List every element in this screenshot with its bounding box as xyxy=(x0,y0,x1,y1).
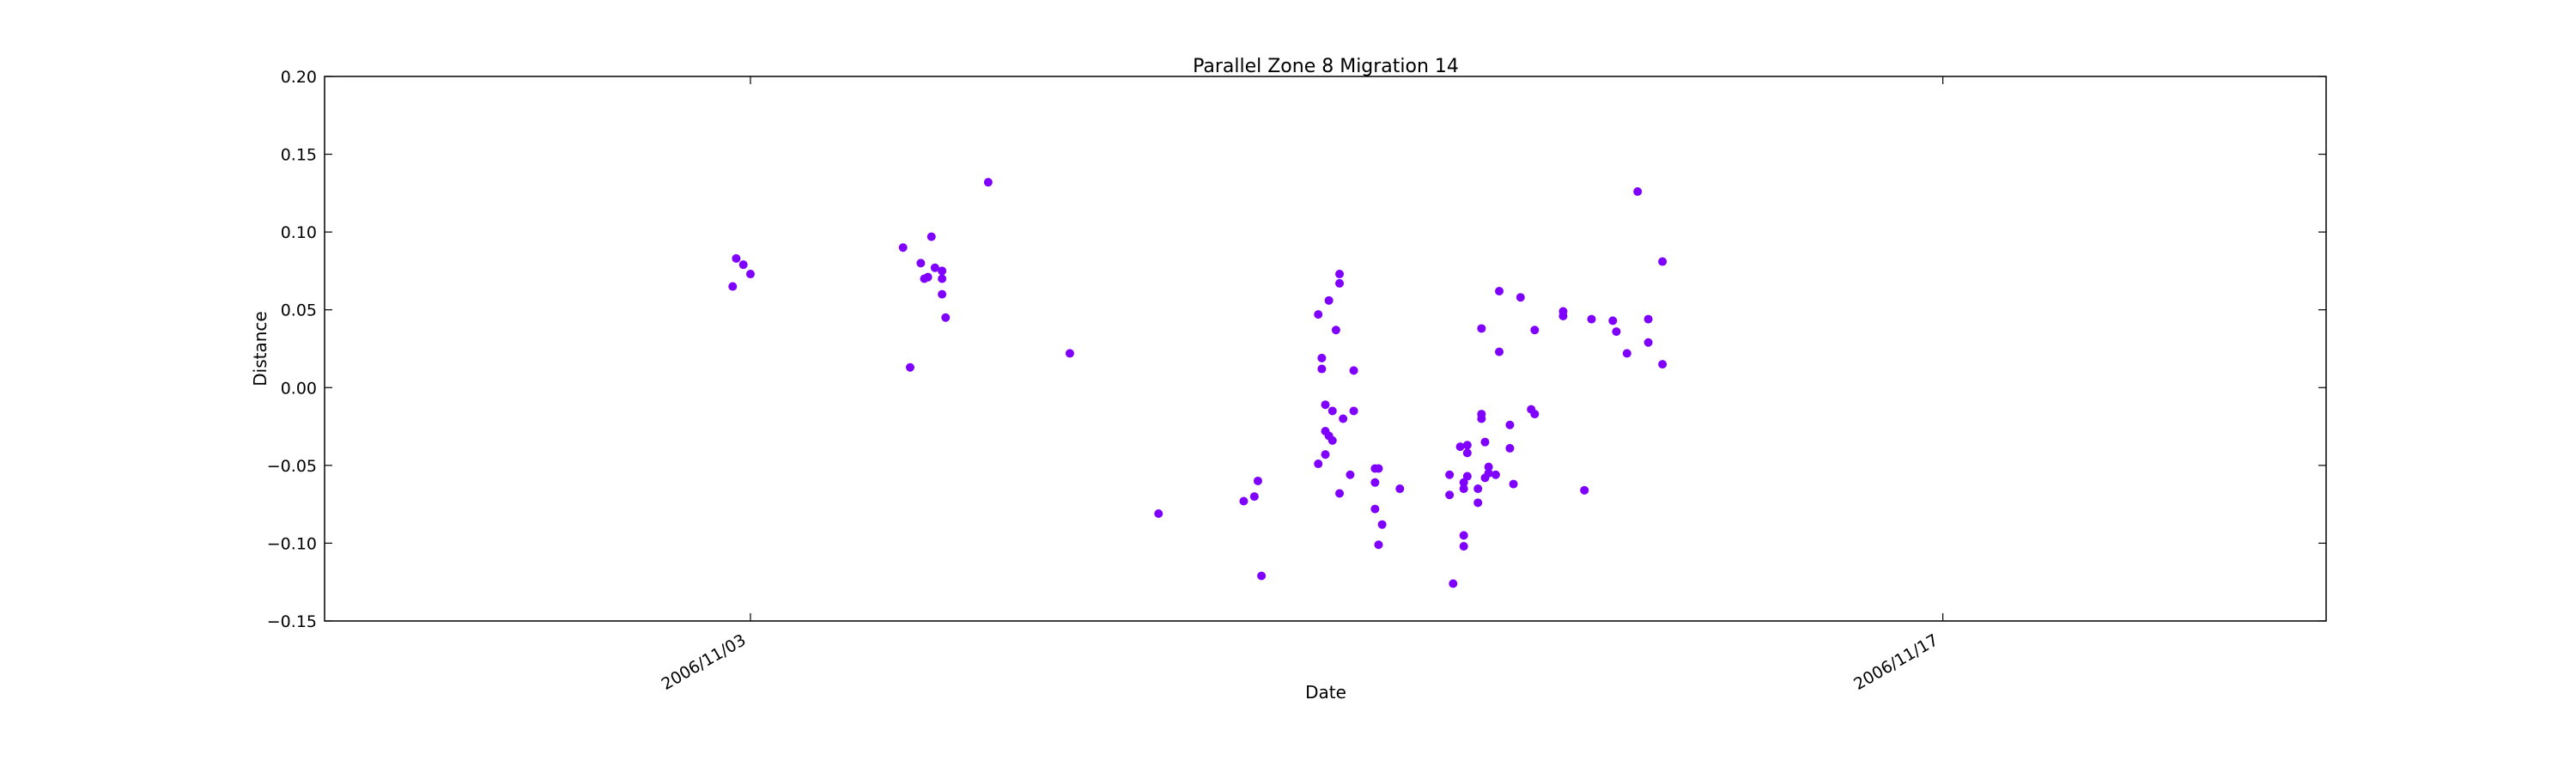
data-point xyxy=(1622,349,1631,358)
data-point xyxy=(1314,460,1323,469)
data-point xyxy=(732,253,741,263)
data-point xyxy=(1395,484,1405,494)
data-point xyxy=(1495,286,1504,295)
y-tick-label: 0.00 xyxy=(281,379,317,398)
data-point xyxy=(938,274,947,283)
data-point xyxy=(1658,257,1668,266)
plot-area-frame xyxy=(324,76,2327,622)
data-point xyxy=(728,282,738,291)
data-point xyxy=(1327,406,1337,416)
y-tick-label: 0.10 xyxy=(281,223,317,242)
data-point xyxy=(1349,406,1358,416)
data-point xyxy=(1473,484,1483,494)
data-point xyxy=(938,289,947,299)
data-point xyxy=(1317,364,1327,374)
data-point xyxy=(1339,414,1348,423)
data-point xyxy=(1314,310,1323,320)
data-point xyxy=(1495,347,1504,356)
data-point xyxy=(1154,509,1163,519)
data-point xyxy=(1473,498,1483,508)
data-point xyxy=(1239,496,1249,506)
data-point xyxy=(1335,270,1345,279)
data-point xyxy=(1462,448,1472,458)
data-point xyxy=(1491,470,1500,479)
data-point xyxy=(1331,326,1340,335)
data-point xyxy=(1530,326,1540,335)
data-point xyxy=(1643,314,1653,324)
data-point xyxy=(1459,484,1468,494)
data-point xyxy=(1530,410,1540,419)
data-point xyxy=(1505,443,1515,453)
data-point xyxy=(941,313,951,322)
y-tick-label: 0.20 xyxy=(281,68,317,87)
data-point xyxy=(1643,338,1653,347)
data-point xyxy=(1370,504,1380,514)
data-point xyxy=(1321,450,1330,460)
data-point xyxy=(1509,479,1518,489)
y-tick-label: −0.05 xyxy=(267,457,317,476)
data-point xyxy=(930,263,939,272)
y-axis-label: Distance xyxy=(250,311,270,386)
data-points xyxy=(728,178,1668,588)
data-point xyxy=(1558,311,1568,320)
data-point xyxy=(1484,468,1493,478)
data-point xyxy=(1349,366,1358,375)
data-point xyxy=(1370,478,1380,487)
data-point xyxy=(1459,531,1468,540)
data-point xyxy=(1459,542,1468,551)
data-point xyxy=(1462,472,1472,481)
data-point xyxy=(938,266,947,276)
data-point xyxy=(1445,490,1455,500)
data-point xyxy=(1459,478,1468,487)
chart-title: Parallel Zone 8 Migration 14 xyxy=(1193,56,1459,77)
y-axis: −0.15 −0.10 −0.05 0.00 0.05 0.10 0.15 0.20 xyxy=(267,68,2326,631)
data-point xyxy=(1335,278,1345,288)
data-point xyxy=(1321,400,1330,410)
data-point xyxy=(738,260,748,270)
data-point xyxy=(1377,520,1387,529)
data-point xyxy=(983,178,993,187)
data-point xyxy=(1317,353,1327,362)
data-point xyxy=(1445,470,1455,479)
data-point xyxy=(1065,349,1074,358)
data-point xyxy=(1462,441,1472,450)
data-point xyxy=(1580,485,1589,495)
data-point xyxy=(1477,410,1486,419)
data-point xyxy=(1335,489,1345,498)
y-tick-label: 0.05 xyxy=(281,301,317,320)
data-point xyxy=(1477,324,1486,333)
data-point xyxy=(1587,314,1596,324)
data-point xyxy=(1449,579,1458,588)
data-point xyxy=(916,259,926,268)
data-point xyxy=(1484,462,1493,472)
y-tick-label: −0.10 xyxy=(267,534,317,553)
data-point xyxy=(1612,327,1621,337)
data-point xyxy=(1658,360,1668,369)
data-point xyxy=(1505,420,1515,429)
data-point xyxy=(1249,492,1259,502)
data-point xyxy=(1346,470,1355,479)
data-point xyxy=(1633,187,1643,197)
data-point xyxy=(1327,435,1337,445)
data-point xyxy=(1324,295,1334,305)
data-point xyxy=(1374,464,1383,473)
data-point xyxy=(1455,442,1465,452)
data-point xyxy=(1608,316,1618,326)
data-point xyxy=(905,362,914,372)
data-point xyxy=(927,232,936,241)
data-point xyxy=(745,270,755,279)
data-point xyxy=(898,243,908,253)
y-tick-label: −0.15 xyxy=(267,612,317,631)
data-point xyxy=(1257,571,1267,581)
data-point xyxy=(1253,476,1262,485)
data-point xyxy=(1374,540,1383,550)
data-point xyxy=(1516,293,1525,302)
data-point xyxy=(1480,437,1490,447)
y-tick-label: 0.15 xyxy=(281,146,317,165)
data-point xyxy=(923,272,933,282)
x-axis-label: Date xyxy=(1305,682,1346,703)
